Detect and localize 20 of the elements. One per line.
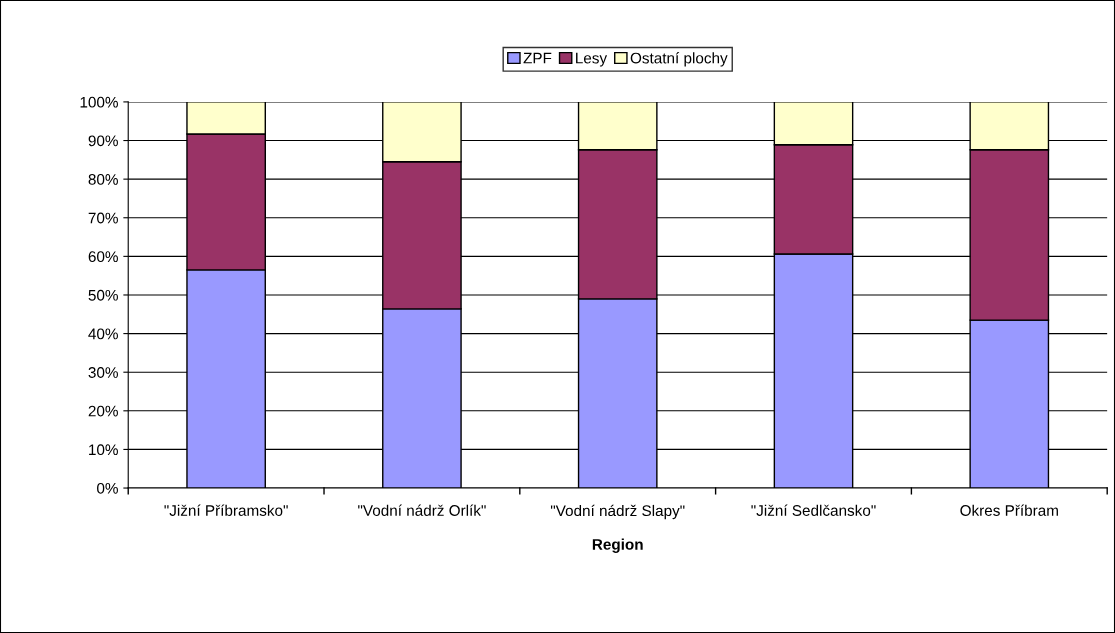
legend-label: Lesy <box>576 52 608 67</box>
y-tick-label: 50% <box>88 289 118 301</box>
legend-label: Ostatní plochy <box>630 52 728 67</box>
y-tick-label: 0% <box>97 482 118 494</box>
x-tick-label: "Jižní Sedlčansko" <box>751 504 876 516</box>
y-tick-label: 30% <box>88 367 118 378</box>
x-axis-title: Region <box>592 538 643 553</box>
x-tick-label: "Jižní Příbramsko" <box>164 504 288 516</box>
x-tick-label: "Vodní nádrž Slapy" <box>550 504 685 520</box>
y-tick-label: 70% <box>88 212 118 224</box>
x-tick-label: "Vodní nádrž Orlík" <box>358 504 486 516</box>
y-tick-label: 10% <box>89 444 118 456</box>
y-tick-label: 40% <box>88 328 118 340</box>
x-tick-label: Okres Příbram <box>960 504 1058 516</box>
legend-label: ZPF <box>523 52 552 64</box>
y-tick-label: 20% <box>88 405 118 417</box>
y-tick-label: 100% <box>80 96 118 108</box>
y-tick-label: 80% <box>88 174 118 185</box>
y-tick-label: 60% <box>88 251 118 263</box>
y-tick-label: 90% <box>88 135 118 147</box>
